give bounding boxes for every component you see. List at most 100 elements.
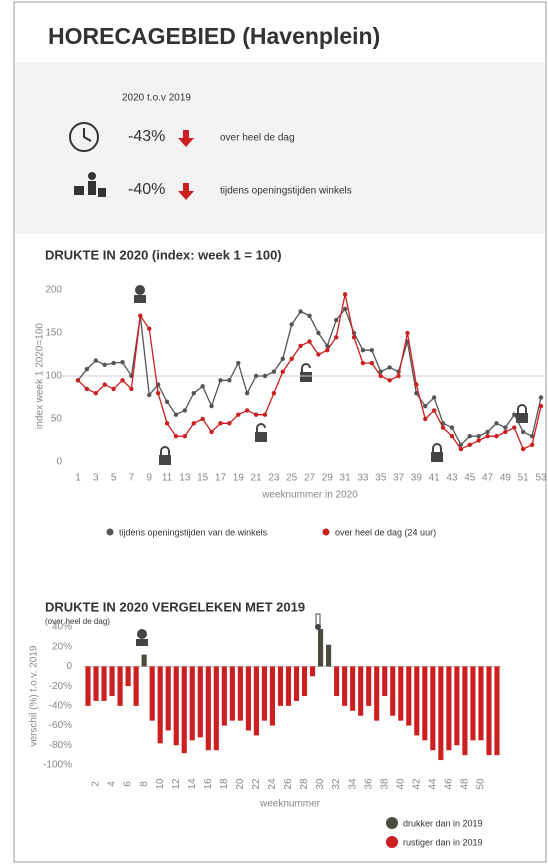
bar <box>454 666 460 746</box>
bar <box>85 666 91 706</box>
point <box>218 421 223 426</box>
point <box>120 378 125 383</box>
point <box>182 434 188 439</box>
y-tick-label: 150 <box>45 328 62 339</box>
point <box>120 360 125 365</box>
point <box>289 322 294 327</box>
point <box>164 399 170 404</box>
point <box>431 395 437 400</box>
point <box>342 306 348 312</box>
legend-marker <box>106 528 114 536</box>
bar <box>406 666 412 726</box>
x-tick-label: 6 <box>123 781 134 787</box>
point <box>378 373 383 379</box>
y-tick-label: -100% <box>43 760 72 771</box>
point <box>360 348 366 353</box>
x-tick-label: 14 <box>187 778 198 790</box>
point <box>262 412 268 417</box>
bar <box>141 654 147 667</box>
point <box>342 292 348 297</box>
bar <box>157 666 163 744</box>
bar <box>478 666 484 741</box>
bar <box>326 644 332 667</box>
point <box>191 391 196 396</box>
point <box>298 343 303 349</box>
point <box>75 378 81 383</box>
lock-icon <box>255 423 267 442</box>
point <box>538 403 544 409</box>
legend-marker <box>322 528 330 536</box>
x-tick-label: 35 <box>375 473 387 484</box>
point <box>467 434 472 439</box>
x-tick-label: 41 <box>429 473 441 484</box>
y-tick-label: 20% <box>52 641 72 652</box>
bar <box>382 666 388 696</box>
point <box>325 343 330 349</box>
x-tick-label: 45 <box>464 473 476 484</box>
point <box>236 360 241 366</box>
x-tick-label: 25 <box>286 473 298 484</box>
legend-label: tijdens openingstijden van de winkels <box>119 527 268 537</box>
bar <box>133 666 139 706</box>
x-tick-label: 37 <box>393 473 405 484</box>
x-tick-label: 23 <box>268 473 280 484</box>
bar <box>285 666 292 706</box>
point <box>271 391 277 396</box>
title: HORECAGEBIED (Havenplein) <box>48 23 380 49</box>
point <box>271 369 277 374</box>
bar <box>462 666 468 756</box>
x-tick-label: 16 <box>203 778 214 790</box>
legend-marker <box>386 836 398 848</box>
point <box>458 442 464 447</box>
bar <box>422 666 428 741</box>
bar <box>293 666 300 701</box>
point <box>467 442 472 447</box>
bar <box>109 666 115 696</box>
point <box>155 391 161 396</box>
point <box>520 446 526 452</box>
bar <box>181 666 187 754</box>
point <box>93 358 99 363</box>
point <box>111 386 116 392</box>
point <box>280 369 285 374</box>
x-tick-label: 44 <box>427 778 438 790</box>
y-axis-label: index week 1 2020=100 <box>35 323 46 429</box>
kpi-text: tijdens openingstijden winkels <box>220 186 352 197</box>
x-tick-label: 27 <box>304 473 316 484</box>
point <box>262 373 268 379</box>
kpi-text: over heel de dag <box>220 133 295 144</box>
bar <box>494 666 500 756</box>
x-tick-label: 3 <box>93 473 99 484</box>
bar <box>229 666 235 721</box>
point <box>405 330 410 336</box>
bar <box>261 666 267 721</box>
point <box>503 429 508 435</box>
x-tick-label: 36 <box>363 778 374 790</box>
point <box>147 326 152 331</box>
point <box>84 386 90 392</box>
kpi-panel <box>15 62 545 234</box>
x-tick-label: 18 <box>219 778 230 790</box>
x-tick-label: 2 <box>91 781 102 787</box>
point <box>316 352 321 357</box>
y-tick-label: 0 <box>56 457 62 468</box>
x-tick-label: 8 <box>139 781 150 787</box>
point <box>227 421 232 426</box>
lock-icon <box>431 443 443 462</box>
point <box>423 403 428 409</box>
y-tick-label: 200 <box>45 285 62 296</box>
bar <box>374 666 380 721</box>
x-tick-label: 46 <box>444 778 455 790</box>
y-tick-label: -80% <box>49 740 72 751</box>
y-tick-label: 50 <box>51 414 63 425</box>
y-tick-label: 100 <box>45 371 62 382</box>
point <box>173 412 179 417</box>
point <box>298 309 303 314</box>
point <box>423 416 428 422</box>
point <box>485 429 490 435</box>
x-tick-label: 49 <box>500 473 512 484</box>
bar <box>470 666 476 741</box>
x-tick-label: 22 <box>251 778 262 790</box>
